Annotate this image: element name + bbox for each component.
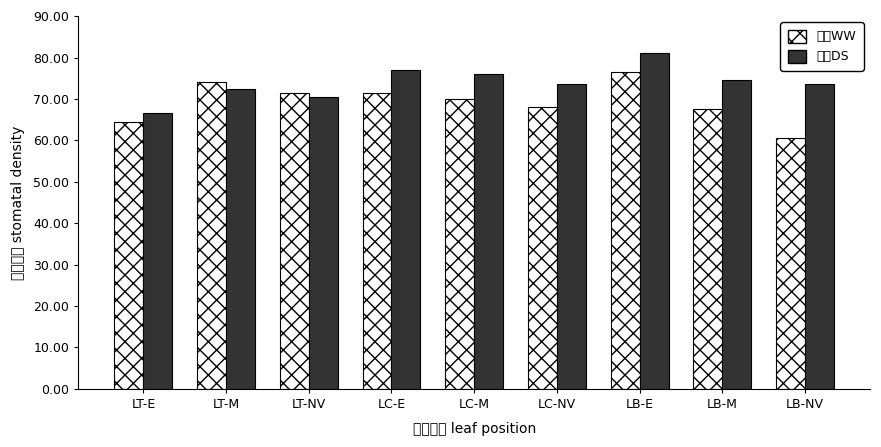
Bar [474,74,503,389]
Bar [528,107,557,389]
Bar [445,99,474,389]
Bar [611,72,640,389]
X-axis label: 叶片部位 leaf position: 叶片部位 leaf position [412,422,536,436]
Bar [640,53,669,389]
Bar [557,84,586,389]
Bar [144,114,173,389]
Legend: 水地WW, 旱地DS: 水地WW, 旱地DS [781,22,863,71]
Bar [805,84,834,389]
Bar [391,70,420,389]
Bar [226,89,255,389]
Y-axis label: 气孔密度 stomatal density: 气孔密度 stomatal density [11,125,26,280]
Bar [280,93,308,389]
Bar [308,97,337,389]
Bar [693,109,722,389]
Bar [363,93,391,389]
Bar [197,82,226,389]
Bar [776,138,805,389]
Bar [115,122,144,389]
Bar [722,80,751,389]
